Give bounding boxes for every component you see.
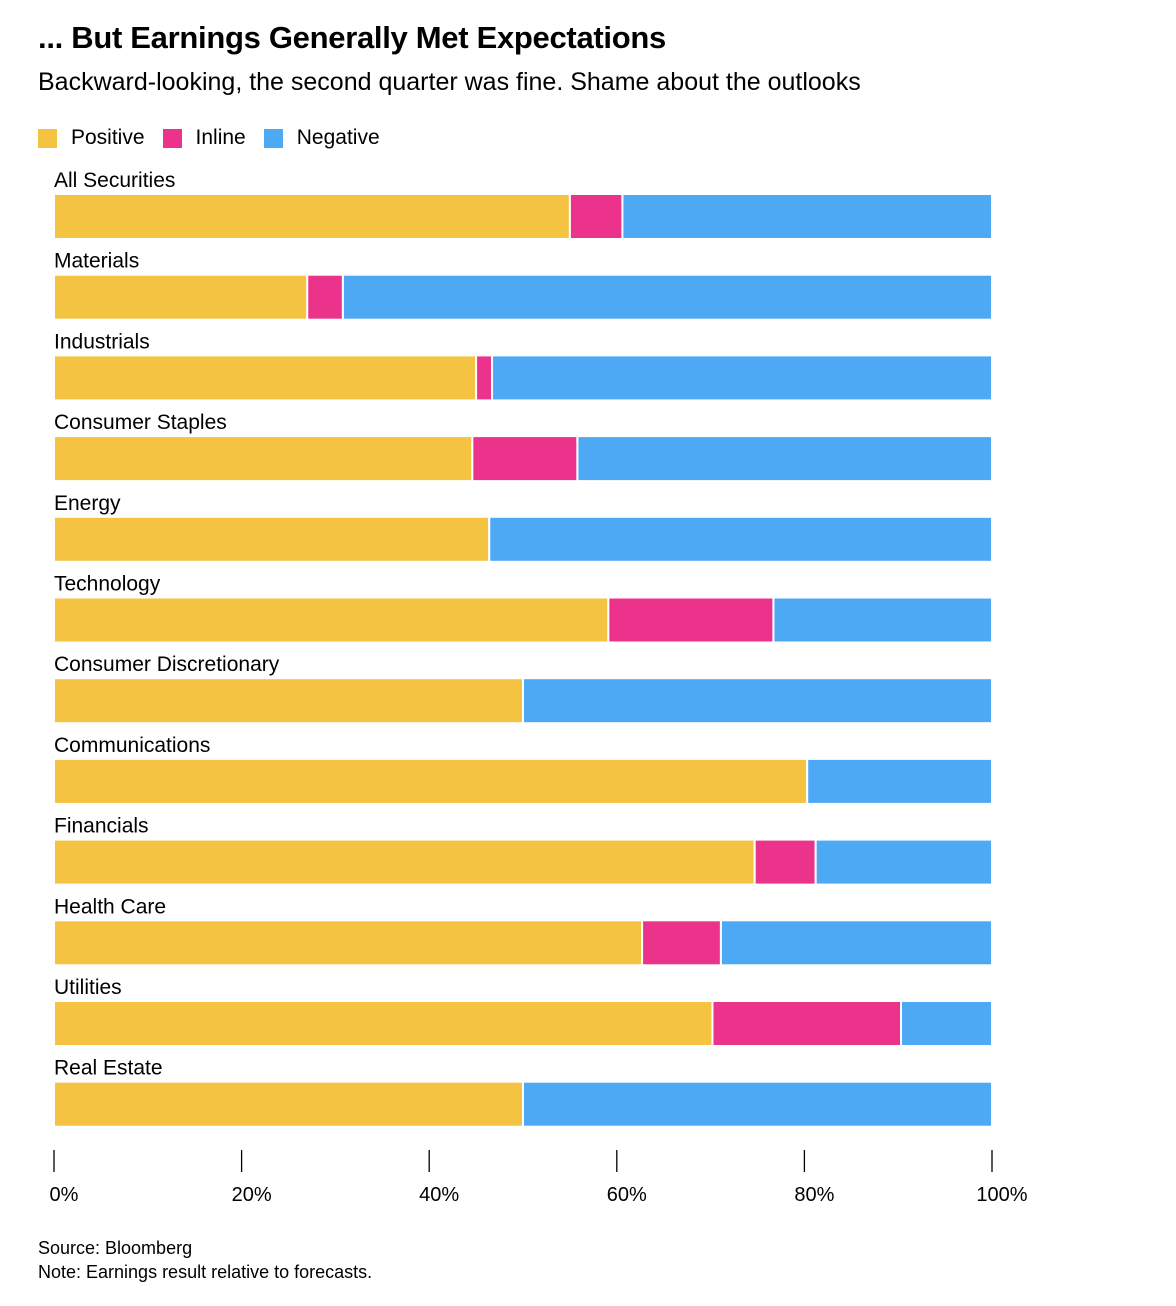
bar-segment-energy-positive [53,515,491,563]
bar-segment-real-estate-negative [522,1080,993,1128]
bar-segment-all-securities-negative [621,193,993,240]
bar-segment-financials-negative [814,838,993,886]
bar-segment-energy-negative [488,515,993,563]
bar-segment-utilities-negative [900,1000,993,1047]
bar-segment-industrials-negative [491,354,993,402]
legend-label-negative: Negative [296,126,380,149]
x-axis-tick-label-0: 0% [50,1184,79,1206]
x-axis-tick-label-80: 80% [794,1184,834,1206]
chart-title: ... But Earnings Generally Met Expectati… [38,20,666,55]
x-axis-tick-label-20: 20% [232,1184,272,1206]
category-label-real-estate: Real Estate [54,1057,163,1080]
bar-segment-technology-negative [772,596,993,644]
x-axis-tick-label-60: 60% [607,1184,647,1206]
category-label-all-securities: All Securities [54,169,175,192]
bar-segment-communications-positive [53,757,809,805]
bar-segment-materials-negative [341,273,993,321]
bar-segment-consumer-staples-negative [576,435,993,483]
bar-segment-financials-inline [753,838,817,886]
bar-segment-health-care-positive [53,919,644,967]
footnote: Note: Earnings result relative to foreca… [38,1262,373,1282]
category-label-technology: Technology [54,573,161,596]
category-label-energy: Energy [54,492,121,515]
legend-label-inline: Inline [195,126,246,149]
category-label-utilities: Utilities [54,976,122,999]
chart-legend: Positive Inline Negative [38,124,398,152]
legend-item-inline: Inline [162,126,246,150]
legend-item-negative: Negative [263,126,380,150]
bar-segment-utilities-positive [53,1000,714,1047]
legend-swatch-negative [263,128,283,148]
category-label-consumer-staples: Consumer Staples [54,411,227,434]
bar-segment-technology-positive [53,596,610,644]
category-label-materials: Materials [54,250,139,273]
bar-segment-financials-positive [53,838,756,886]
chart-subtitle: Backward-looking, the second quarter was… [38,68,861,96]
legend-swatch-positive [38,128,57,148]
source-note: Source: Bloomberg [38,1238,193,1258]
bar-segment-consumer-discretionary-positive [53,677,524,725]
category-label-health-care: Health Care [54,895,166,918]
bar-segment-utilities-inline [711,1000,903,1047]
bar-segment-health-care-negative [719,919,994,967]
category-label-consumer-discretionary: Consumer Discretionary [54,653,280,676]
bar-segment-real-estate-positive [53,1080,524,1128]
bar-segment-technology-inline [607,596,775,644]
x-axis-tick-label-100: 100% [976,1184,1027,1206]
bar-segment-consumer-discretionary-negative [522,677,993,725]
bar-segment-industrials-positive [53,354,478,402]
category-label-communications: Communications [54,734,210,757]
bar-segment-consumer-staples-inline [471,435,579,483]
bar-segment-all-securities-positive [53,193,571,240]
bar-segment-all-securities-inline [568,193,624,240]
bar-segment-materials-inline [306,273,344,321]
category-label-financials: Financials [54,815,149,838]
bar-segment-industrials-inline [475,354,494,402]
legend-item-positive: Positive [38,126,145,150]
category-label-industrials: Industrials [54,330,150,353]
legend-swatch-inline [162,128,182,148]
x-axis-tick-label-40: 40% [419,1184,459,1206]
bar-segment-materials-positive [53,273,309,321]
bar-segment-health-care-inline [641,919,722,967]
legend-label-positive: Positive [71,126,145,149]
bar-segment-communications-negative [806,757,993,805]
bar-segment-consumer-staples-positive [53,435,474,483]
